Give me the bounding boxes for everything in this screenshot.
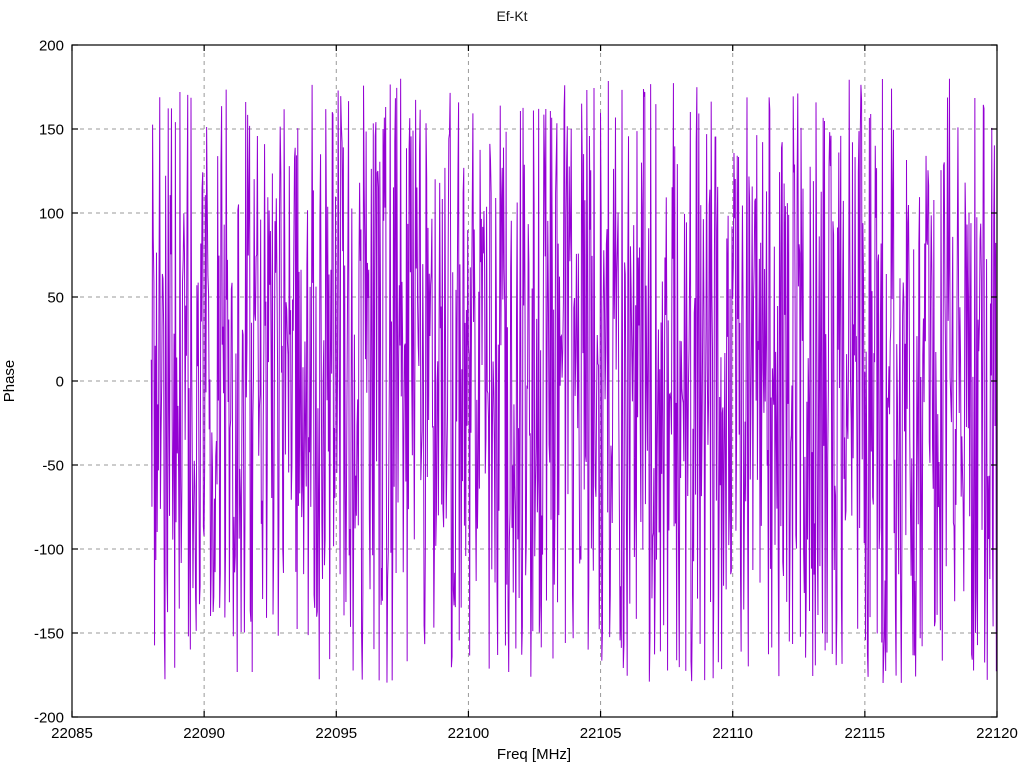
y-axis-tick-labels: -200 -150 -100 -50 0 50 100 150 200 [34, 38, 64, 727]
axis-ticks [71, 44, 998, 718]
y-axis-title: Phase [1, 360, 18, 403]
x-tick-label: 22095 [315, 725, 357, 742]
y-tick-label: -50 [42, 458, 64, 475]
y-tick-label: 100 [39, 206, 64, 223]
y-tick-label: -200 [34, 710, 64, 727]
data-series-layer [150, 78, 997, 684]
x-tick-label: 22085 [51, 725, 93, 742]
x-tick-label: 22105 [580, 725, 622, 742]
y-tick-label: -150 [34, 626, 64, 643]
x-axis-tick-labels: 22085 22090 22095 22100 22105 22110 22115 22120 [51, 725, 1018, 742]
y-tick-label: 200 [39, 38, 64, 55]
x-tick-label: 22115 [845, 725, 886, 742]
chart-title: Ef-Kt [496, 8, 527, 24]
data-series-phase [150, 78, 997, 684]
x-tick-label: 22090 [183, 725, 225, 742]
y-tick-label: 0 [56, 374, 64, 391]
x-tick-label: 22120 [976, 725, 1018, 742]
y-tick-label: -100 [34, 542, 64, 559]
x-tick-label: 22100 [448, 725, 490, 742]
x-tick-label: 22110 [712, 725, 753, 742]
x-axis-title: Freq [MHz] [497, 746, 571, 763]
y-tick-label: 50 [47, 290, 64, 307]
y-tick-label: 150 [39, 122, 64, 139]
